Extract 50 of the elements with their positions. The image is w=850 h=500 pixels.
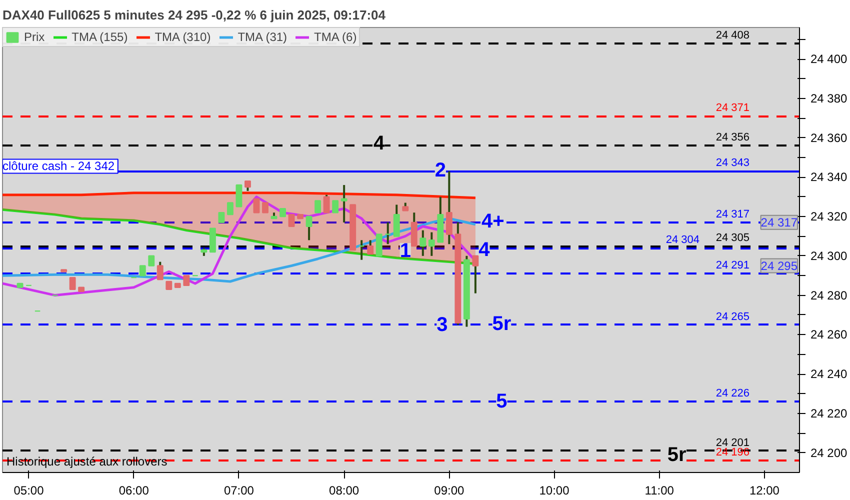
annotation: 24 295 (760, 258, 798, 273)
ref-line-label: 24 201 (716, 436, 750, 449)
ref-line-label: 24 226 (716, 388, 750, 400)
annotation: 4 (478, 239, 491, 262)
annotation: 2 (434, 159, 446, 182)
x-tick-label: 07:00 (224, 484, 254, 498)
ref-line-label: 24 317 (716, 208, 750, 220)
y-tick-label: 24 340 (810, 170, 848, 184)
x-tick-label: 10:00 (539, 484, 570, 498)
x-tick-label: 09:00 (434, 484, 465, 498)
x-tick-label: 05:00 (14, 484, 44, 498)
ref-line-label: 24 371 (716, 102, 750, 114)
y-tick-label: 24 400 (810, 52, 848, 66)
y-tick-label: 24 260 (810, 328, 848, 342)
x-tick-label: 11:00 (644, 484, 674, 498)
ref-line-label: 24 304 (666, 234, 700, 246)
annotation: 5 (496, 390, 508, 413)
annotation: 24 317 (760, 215, 798, 230)
annotation: 4 (374, 132, 386, 155)
annotation: clôture cash - 24 342 (2, 159, 115, 174)
y-tick-label: 24 320 (810, 210, 848, 224)
y-tick-label: 24 360 (810, 130, 848, 145)
annotation: 3 (436, 314, 448, 336)
legend-label: Prix (24, 30, 45, 44)
ref-line-label: 24 265 (716, 310, 750, 323)
y-tick-label: 24 200 (810, 446, 848, 460)
y-tick-label: 24 380 (810, 91, 848, 106)
ref-line-label: 24 343 (716, 157, 750, 170)
ref-line-label: 24 305 (716, 232, 750, 244)
legend-label: TMA (31) (238, 30, 288, 44)
x-tick-label: 08:00 (329, 484, 360, 498)
y-tick-label: 24 300 (810, 248, 848, 263)
legend-label: TMA (310) (154, 30, 211, 44)
y-tick-label: 24 240 (810, 367, 848, 382)
ref-line-label: 24 408 (716, 29, 750, 42)
x-tick-label: 12:00 (749, 484, 780, 498)
annotation: 4+ (482, 210, 504, 232)
ref-line-label: 24 356 (716, 132, 750, 144)
annotation: 1 (400, 240, 411, 262)
y-tick-label: 24 220 (810, 406, 848, 420)
annotation: Historique ajusté aux rollovers (6, 454, 168, 468)
annotation: 5r (667, 444, 687, 466)
ref-line-label: 24 291 (716, 260, 750, 272)
legend-label: TMA (155) (72, 30, 128, 44)
legend-label: TMA (6) (314, 30, 357, 44)
chart-title: DAX40 Full0625 5 minutes 24 295 -0,22 % 6 juin 2025, 09:17:04 (2, 8, 386, 22)
x-tick-label: 06:00 (118, 484, 150, 498)
annotation: 5r (492, 312, 512, 335)
y-tick-label: 24 280 (810, 288, 848, 302)
ref-line-label: 24 196 (716, 446, 750, 459)
